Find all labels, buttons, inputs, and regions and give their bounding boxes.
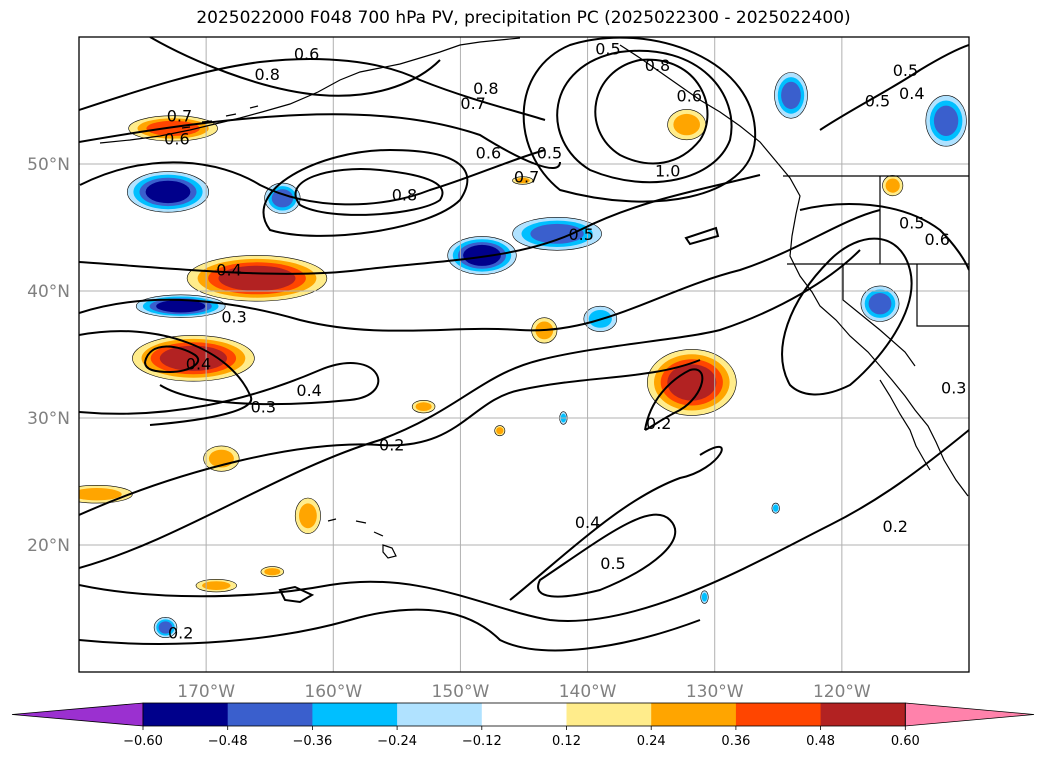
colorbar-tick-label: −0.60 [123,734,163,749]
precipitation-shading [79,72,967,638]
latitude-labels: 50°N 40°N 30°N 20°N [27,155,70,556]
contour-label: 0.5 [600,554,625,573]
precip-anomaly-patch [264,568,281,576]
precip-anomaly-patch [463,244,501,266]
contour-labels: 0.60.80.80.70.70.60.6 0.50.70.81.00.50.80… [164,39,966,642]
contour-label: 0.6 [476,144,501,163]
colorbar-segment [481,703,567,726]
precip-anomaly-patch [885,178,900,193]
colorbar-tick-label: 0.60 [891,734,920,749]
longitude-labels: 170°W 160°W 150°W 140°W 130°W 120°W [177,682,871,702]
precip-anomaly-patch [701,592,708,602]
pv-contours [79,37,969,652]
precip-anomaly-patch [530,223,584,244]
colorbar-tick-label: −0.12 [462,734,502,749]
colorbar-tick-label: 0.36 [721,734,750,749]
contour-label: 0.7 [460,94,485,113]
contour-label: 0.7 [514,168,539,187]
map-gridlines [79,37,969,672]
lat-tick-label: 30°N [27,409,70,429]
contour-label: 0.5 [893,61,918,80]
contour-label: 0.4 [575,513,600,532]
colorbar: −0.60 −0.48 −0.36 −0.24 −0.12 0.12 0.24 0.36 0.4… [11,702,1035,749]
contour-label: 0.5 [865,92,890,111]
contour-label: 0.2 [379,436,404,455]
colorbar-tick-label: −0.24 [377,734,417,749]
contour-label: 0.8 [645,56,670,75]
contour-label: 0.3 [221,307,246,326]
contour-label: 0.5 [537,144,562,163]
precip-anomaly-patch [271,189,294,208]
lon-tick-label: 140°W [559,682,617,702]
contour-label: 0.3 [251,398,276,417]
precip-anomaly-patch [773,504,779,512]
colorbar-segment [735,703,822,726]
contour-label: 0.4 [186,354,211,373]
precip-anomaly-patch [202,581,231,590]
chart-title: 2025022000 F048 700 hPa PV, precipitatio… [196,8,851,28]
lat-tick-label: 40°N [27,282,70,302]
contour-label: 0.5 [568,225,593,244]
precip-anomaly-patch [667,364,717,401]
coastlines [99,37,969,559]
precip-anomaly-patch [781,81,801,110]
colorbar-segment [820,703,906,726]
contour-label: 0.8 [254,65,279,84]
contour-label: 0.4 [899,84,924,103]
colorbar-segment [651,703,737,726]
colorbar-segment [397,703,483,726]
lon-tick-label: 170°W [177,682,235,702]
contour-label: 0.6 [677,86,702,105]
precip-anomaly-patch [933,105,959,136]
contour-label: 0.8 [392,185,417,204]
colorbar-extend-high [904,702,1035,727]
colorbar-tick-label: −0.48 [208,734,248,749]
contour-label: 0.4 [216,260,241,279]
colorbar-tick-label: 0.48 [806,734,835,749]
precip-anomaly-patch [515,177,530,184]
contour-label: 0.2 [646,414,671,433]
colorbar-segment [566,703,652,726]
colorbar-segment [227,703,313,726]
lon-tick-label: 120°W [813,682,871,702]
precip-anomaly-patch [415,402,432,411]
precip-anomaly-patch [159,345,227,371]
colorbar-segment [312,703,398,726]
contour-label: 0.5 [595,39,620,58]
lat-tick-label: 50°N [27,155,70,175]
contour-label: 0.3 [941,379,966,398]
lon-tick-label: 160°W [304,682,362,702]
lon-tick-label: 130°W [686,682,744,702]
precip-anomaly-patch [496,427,504,435]
precip-anomaly-patch [145,180,191,204]
precip-anomaly-patch [158,621,173,634]
contour-label: 0.7 [167,107,192,126]
contour-label: 0.6 [924,230,949,249]
lon-tick-label: 150°W [432,682,490,702]
colorbar-frame [142,702,906,727]
contour-label: 0.4 [296,381,321,400]
precip-anomaly-patch [156,299,206,313]
contour-label: 0.2 [168,624,193,643]
precip-anomaly-patch [868,293,892,315]
precip-anomaly-patch [299,503,317,529]
precip-anomaly-patch [79,488,122,501]
contour-label: 0.6 [294,45,319,64]
contour-label: 0.6 [164,130,189,149]
colorbar-segment [143,703,229,726]
colorbar-tick-label: −0.36 [292,734,332,749]
precip-anomaly-patch [673,113,700,136]
contour-label: 0.8 [473,79,498,98]
contour-label: 0.2 [883,517,908,536]
plot-frame [78,36,970,673]
contour-label: 0.5 [899,213,924,232]
colorbar-tick-label: 0.24 [637,734,666,749]
lat-tick-label: 20°N [27,536,70,556]
colorbar-extend-low [11,702,144,727]
colorbar-tick-label: 0.12 [552,734,581,749]
contour-label: 1.0 [655,161,680,180]
